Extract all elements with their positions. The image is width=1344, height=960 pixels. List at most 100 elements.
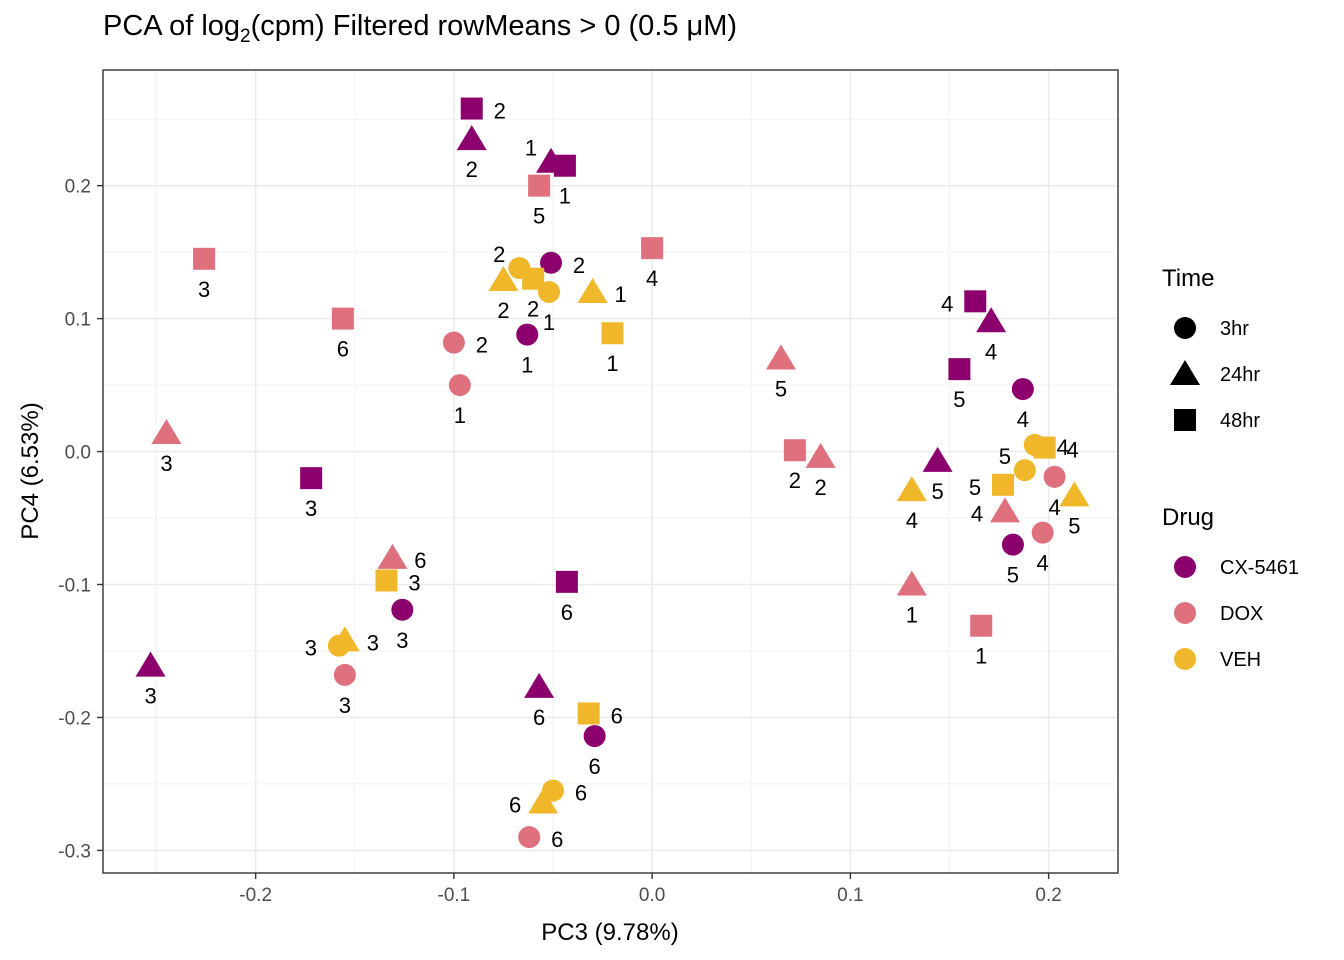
point-veh-24hr-5 [1059,481,1090,507]
point-cx-5461-24hr-5 [922,446,953,472]
legend-key-3hr [1174,317,1196,339]
point-label: 2 [573,253,585,278]
point-dox-48hr-1 [970,614,993,637]
point-dox-24hr-3 [151,418,182,444]
point-cx-5461-3hr-4 [1011,378,1034,401]
point-cx-5461-48hr-4 [964,290,987,313]
point-dox-24hr-1 [896,570,927,596]
point-veh-24hr-4 [896,476,927,502]
point-label: 6 [414,548,426,573]
point-cx-5461-48hr-2 [460,97,483,120]
x-tick-label: 0.2 [1035,885,1061,906]
point-label: 2 [527,297,539,322]
point-dox-3hr-4 [1043,465,1066,488]
point-label: 4 [941,291,953,316]
point-label: 5 [953,387,965,412]
point-label: 1 [615,282,627,307]
point-label: 3 [396,628,408,653]
point-label: 3 [305,636,317,661]
x-tick-label: -0.1 [438,885,471,906]
point-label: 3 [198,277,210,302]
legend-label-veh: VEH [1220,649,1261,671]
point-label: 4 [1057,435,1069,460]
y-tick-label: 0.2 [65,177,91,198]
point-cx-5461-24hr-6 [524,672,555,698]
x-axis-title: PC3 (9.78%) [541,919,678,946]
point-label: 1 [559,184,571,209]
point-veh-3hr-3 [327,634,350,657]
point-label: 6 [509,793,521,818]
y-tick-label: 0.1 [65,310,91,331]
x-tick-label: 0.1 [837,885,863,906]
point-label: 2 [789,468,801,493]
point-cx-5461-48hr-3 [300,467,323,490]
point-cx-5461-24hr-4 [976,307,1007,333]
point-dox-48hr-2 [783,439,806,462]
point-label: 1 [543,310,555,335]
legend-key-dox [1174,602,1196,624]
point-label: 5 [969,475,981,500]
point-label: 1 [606,351,618,376]
point-cx-5461-48hr-5 [948,358,971,381]
point-dox-24hr-5 [765,344,796,370]
point-dox-24hr-4 [990,497,1021,523]
y-tick-label: 0.0 [65,443,91,464]
point-label: 2 [497,298,509,323]
point-dox-3hr-2 [442,331,465,354]
legend-title-drug: Drug [1162,504,1214,531]
legend-key-48hr [1174,409,1196,431]
point-veh-24hr-1 [577,278,608,304]
y-tick-label: -0.3 [58,841,91,862]
point-label: 1 [521,353,533,378]
point-label: 2 [493,242,505,267]
point-cx-5461-48hr-6 [555,570,578,593]
plot-panel-border [102,69,1119,874]
legend-label-24hr: 24hr [1220,364,1260,386]
point-label: 4 [985,339,997,364]
point-label: 3 [408,571,420,596]
legend-label-cx-5461: CX-5461 [1220,557,1299,579]
point-veh-24hr-2 [488,266,519,292]
point-label: 1 [454,403,466,428]
point-veh-48hr-5 [992,473,1015,496]
point-label: 5 [999,444,1011,469]
point-label: 1 [525,136,537,161]
y-axis-title: PC4 (6.53%) [17,402,44,539]
point-label: 1 [906,603,918,628]
point-label: 3 [160,451,172,476]
point-label: 1 [975,644,987,669]
legend-key-veh [1174,648,1196,670]
y-tick-label: -0.2 [58,708,91,729]
point-veh-48hr-1 [601,322,624,345]
legend-label-dox: DOX [1220,603,1263,625]
point-label: 4 [1017,407,1029,432]
point-dox-48hr-3 [193,247,216,270]
point-veh-3hr-1 [538,281,561,304]
point-label: 6 [611,703,623,728]
legend-key-24hr [1170,360,1200,385]
point-label: 2 [476,333,488,358]
point-label: 5 [1068,513,1080,538]
point-label: 6 [551,827,563,852]
point-label: 4 [1067,438,1079,463]
point-veh-48hr-4 [1033,436,1056,459]
point-label: 5 [931,479,943,504]
point-label: 3 [305,496,317,521]
point-dox-3hr-3 [333,663,356,686]
point-label: 5 [1007,563,1019,588]
point-label: 5 [775,376,787,401]
point-dox-24hr-6 [377,543,408,569]
point-cx-5461-3hr-2 [540,251,563,274]
point-veh-48hr-6 [577,702,600,725]
point-label: 4 [906,508,918,533]
point-label: 3 [144,684,156,709]
point-label: 3 [339,693,351,718]
point-dox-48hr-6 [331,307,354,330]
point-label: 2 [815,475,827,500]
point-label: 4 [1037,551,1049,576]
point-dox-24hr-2 [805,442,836,468]
point-veh-24hr-6 [528,788,559,814]
x-tick-label: 0.0 [639,885,665,906]
point-label: 4 [646,266,658,291]
